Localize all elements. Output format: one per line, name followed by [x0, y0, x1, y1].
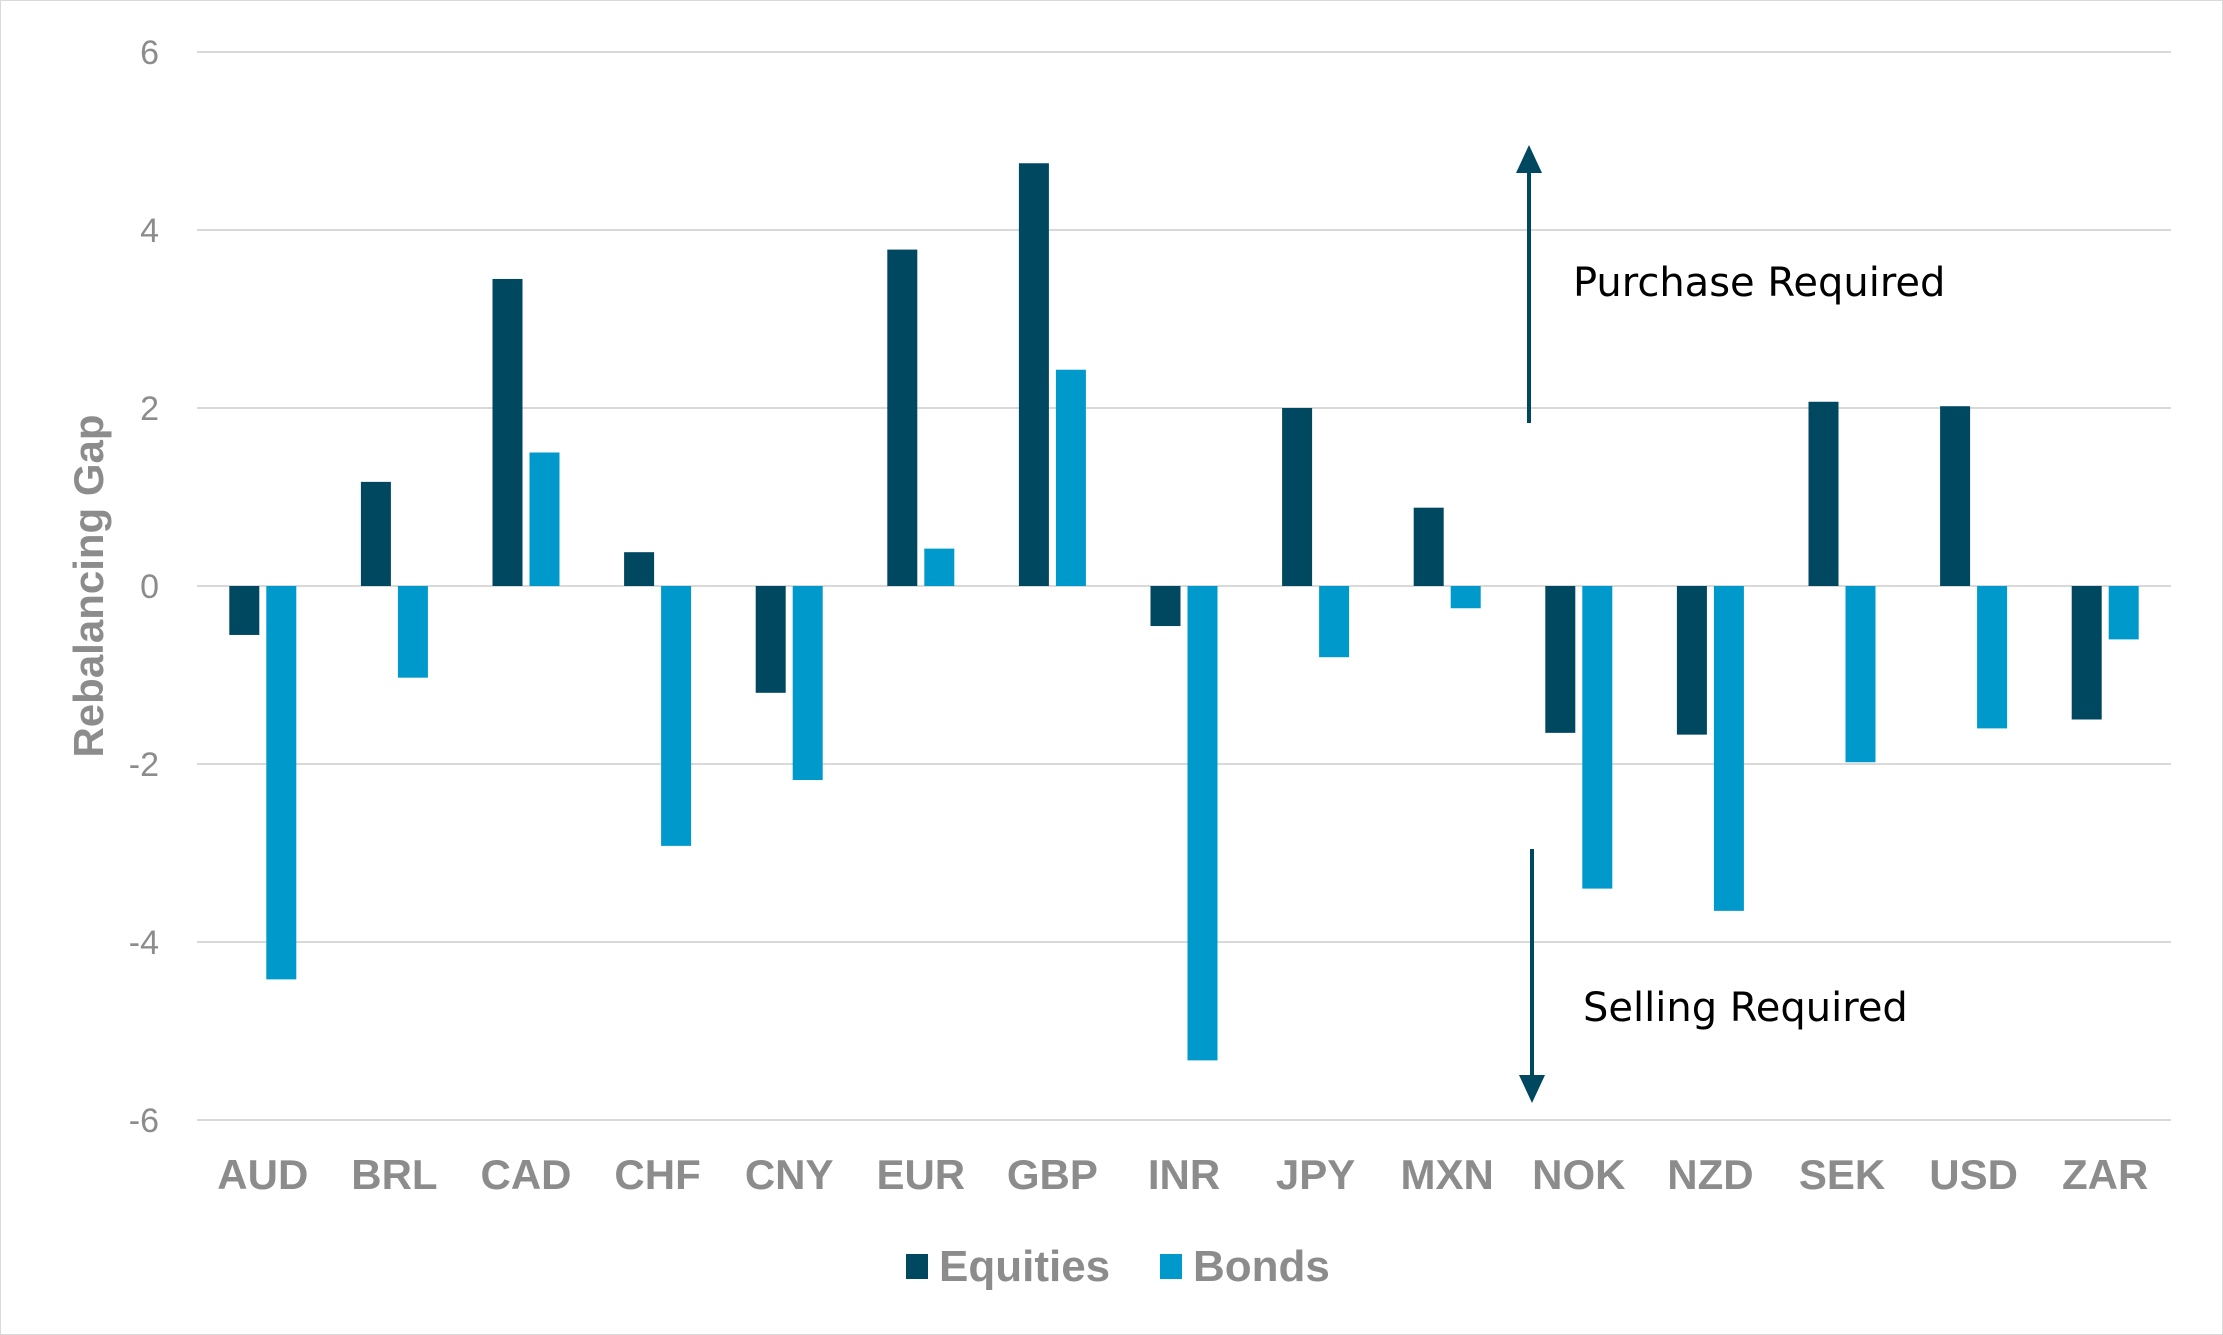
bar-bonds-cad	[529, 452, 560, 586]
purchase-required-label: Purchase Required	[1573, 260, 1945, 306]
bar-equities-brl	[360, 481, 391, 586]
bar-equities-nok	[1545, 586, 1576, 733]
bar-bonds-mxn	[1450, 586, 1481, 609]
bar-equities-jpy	[1282, 408, 1313, 586]
x-tick-label: JPY	[1276, 1151, 1355, 1198]
bar-bonds-gbp	[1055, 369, 1086, 586]
bar-bonds-jpy	[1319, 586, 1350, 658]
bar-equities-mxn	[1413, 507, 1444, 586]
bar-equities-inr	[1150, 586, 1181, 627]
bar-bonds-sek	[1845, 586, 1876, 763]
x-tick-label: MXN	[1401, 1151, 1494, 1198]
selling-required-label: Selling Required	[1583, 985, 1908, 1031]
x-tick-label: CNY	[745, 1151, 834, 1198]
x-tick-label: AUD	[217, 1151, 308, 1198]
x-tick-label: CAD	[481, 1151, 572, 1198]
bar-bonds-aud	[266, 586, 297, 980]
x-tick-label: NOK	[1532, 1151, 1625, 1198]
x-axis-categories: AUD BRL CAD CHF CNY EUR GBP INR JPY MXN NOK NZD SEK U…	[217, 1151, 2148, 1198]
bar-equities-eur	[887, 249, 918, 586]
legend-swatch-bonds	[1160, 1254, 1182, 1279]
y-tick-label: 6	[140, 34, 159, 72]
x-tick-label: USD	[1929, 1151, 2018, 1198]
bar-equities-cny	[755, 586, 786, 693]
bar-bonds-chf	[661, 586, 692, 846]
x-tick-label: BRL	[351, 1151, 437, 1198]
bar-bonds-cny	[792, 586, 823, 781]
bar-bonds-nzd	[1713, 586, 1744, 911]
gridlines	[197, 51, 2171, 1121]
bar-equities-zar	[2071, 586, 2102, 720]
bar-bonds-zar	[2108, 586, 2139, 640]
bar-bonds-brl	[397, 586, 428, 678]
selling-arrow-head-icon	[1519, 1075, 1545, 1103]
y-tick-label: 4	[140, 212, 159, 250]
y-tick-label: 0	[140, 568, 159, 606]
y-tick-label: -2	[129, 746, 159, 784]
legend-label-bonds: Bonds	[1193, 1242, 1330, 1291]
bar-equities-nzd	[1676, 586, 1707, 735]
bar-equities-chf	[624, 552, 655, 586]
legend-label-equities: Equities	[939, 1242, 1110, 1291]
bar-bonds-nok	[1582, 586, 1613, 889]
bar-bonds-inr	[1187, 586, 1218, 1061]
y-tick-label: -6	[129, 1102, 159, 1140]
y-axis-ticks: 6 4 2 0 -2 -4 -6	[129, 34, 159, 1140]
bars	[229, 163, 2139, 1061]
bar-equities-aud	[229, 586, 260, 635]
x-tick-label: ZAR	[2062, 1151, 2148, 1198]
y-tick-label: -4	[129, 924, 159, 962]
x-tick-label: NZD	[1667, 1151, 1753, 1198]
purchase-arrow-head-icon	[1516, 145, 1542, 173]
legend: Equities Bonds	[906, 1242, 1330, 1291]
x-tick-label: EUR	[876, 1151, 965, 1198]
bar-bonds-usd	[1977, 586, 2008, 729]
bar-equities-sek	[1808, 401, 1839, 586]
bar-equities-gbp	[1018, 163, 1049, 586]
bar-equities-cad	[492, 278, 523, 586]
y-tick-label: 2	[140, 390, 159, 428]
y-axis-label: Rebalancing Gap	[65, 414, 112, 757]
legend-swatch-equities	[906, 1254, 928, 1279]
bar-equities-usd	[1940, 406, 1971, 586]
annotations: Purchase Required Selling Required	[1516, 145, 1945, 1103]
x-tick-label: CHF	[614, 1151, 700, 1198]
x-tick-label: GBP	[1007, 1151, 1098, 1198]
bar-bonds-eur	[924, 548, 955, 586]
x-tick-label: INR	[1148, 1151, 1220, 1198]
x-tick-label: SEK	[1799, 1151, 1885, 1198]
